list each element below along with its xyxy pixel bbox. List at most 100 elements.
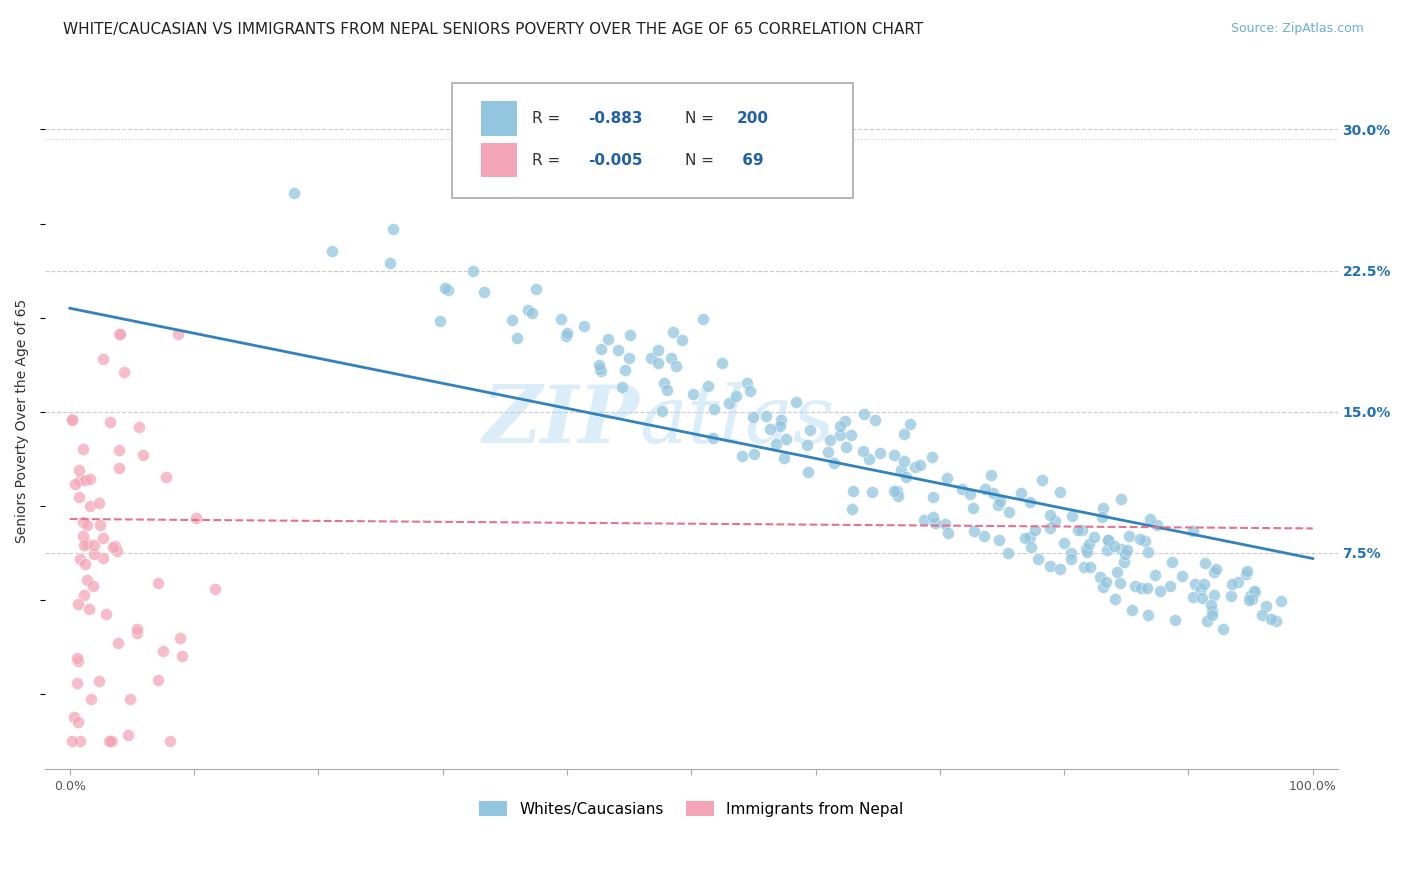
Point [893,427,915,442]
Point [100,734,122,748]
Point [125,626,148,640]
Point [472,285,495,299]
Point [1171,569,1194,583]
Point [797,465,820,479]
Point [796,438,818,452]
Point [1090,510,1112,524]
FancyBboxPatch shape [481,143,517,178]
Point [66,654,89,668]
Point [1109,491,1132,506]
Point [883,483,905,498]
Point [1182,591,1205,605]
Point [973,482,995,496]
Point [1136,545,1159,559]
Point [1123,579,1146,593]
Point [671,333,693,347]
Point [1097,533,1119,547]
Point [107,461,129,475]
Point [72,442,94,456]
Point [112,366,135,380]
Point [380,256,402,270]
Point [501,312,523,326]
Point [63,477,86,491]
Point [1019,495,1042,509]
Point [1049,485,1071,500]
Point [93,352,115,367]
Point [100,734,122,748]
Point [1133,533,1156,548]
FancyBboxPatch shape [453,84,853,198]
Point [1199,598,1222,612]
Point [1194,556,1216,570]
Point [841,502,863,516]
Point [1160,555,1182,569]
Point [117,728,139,742]
Point [66,651,89,665]
Point [936,471,959,485]
Point [614,363,637,377]
Point [842,483,865,498]
Point [524,281,547,295]
Text: -0.883: -0.883 [588,111,643,126]
Point [769,419,792,434]
Point [834,415,856,429]
Point [724,389,747,403]
Point [98,734,121,748]
Point [830,418,852,433]
Point [1026,551,1049,566]
Text: -0.005: -0.005 [588,153,643,168]
Point [1243,585,1265,599]
Point [1192,577,1215,591]
Text: 200: 200 [737,111,769,126]
Point [159,734,181,748]
Point [934,516,956,531]
Point [596,333,619,347]
Point [1109,542,1132,557]
Point [1092,500,1115,515]
Point [665,359,688,374]
Point [1256,599,1278,613]
Point [1091,580,1114,594]
Point [1095,542,1118,557]
Point [146,575,169,590]
Point [89,517,111,532]
Point [101,541,124,555]
Point [1243,583,1265,598]
Point [742,410,765,425]
Point [1078,560,1101,574]
Point [893,454,915,468]
Point [740,384,762,398]
Point [863,412,886,426]
Point [887,489,910,503]
Point [69,734,91,748]
Point [773,450,796,465]
Point [1019,540,1042,554]
Point [959,487,981,501]
Point [120,692,142,706]
Point [76,537,98,551]
Point [91,551,114,566]
Point [731,450,754,464]
Point [775,433,797,447]
Point [697,379,720,393]
Point [60,734,83,748]
Point [1130,582,1153,596]
Point [1060,509,1083,524]
Point [1226,575,1249,590]
Legend: Whites/Caucasians, Immigrants from Nepal: Whites/Caucasians, Immigrants from Nepal [471,793,911,824]
Point [1212,622,1234,636]
Text: R =: R = [533,153,565,168]
Point [1019,531,1042,545]
Point [1149,583,1171,598]
Point [1043,515,1066,529]
Point [988,494,1011,508]
Point [860,484,883,499]
Point [818,433,841,447]
Point [997,546,1019,560]
Point [87,673,110,688]
Point [765,436,787,450]
Point [79,499,101,513]
Point [67,715,90,730]
Point [936,525,959,540]
Point [1115,543,1137,558]
